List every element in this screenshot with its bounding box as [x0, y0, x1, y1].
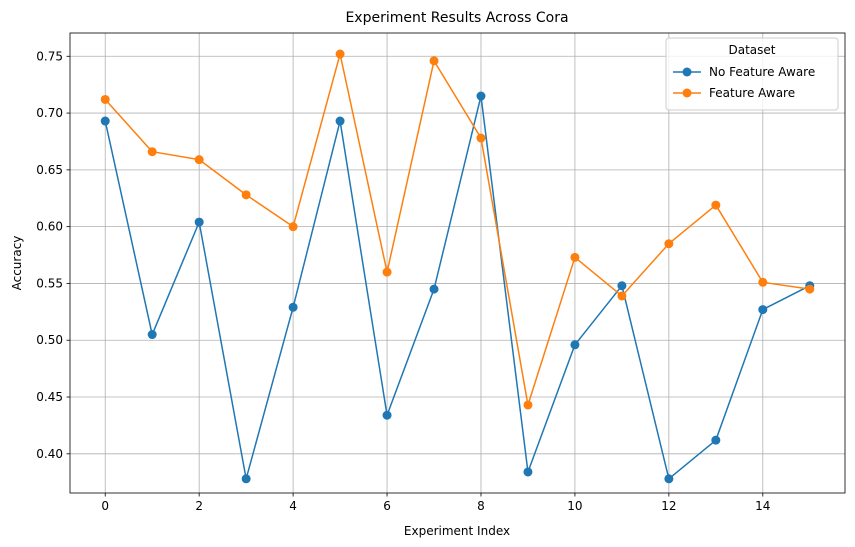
data-point-feature-aware [805, 284, 815, 294]
data-point-no-feature-aware [758, 305, 768, 315]
x-tick-label: 0 [101, 499, 109, 513]
data-point-feature-aware [335, 49, 345, 59]
y-tick-label: 0.55 [36, 276, 63, 290]
x-tick-label: 14 [755, 499, 770, 513]
x-tick-label: 8 [477, 499, 485, 513]
data-point-no-feature-aware [570, 340, 580, 350]
legend-marker-no-feature-aware [682, 67, 692, 77]
data-point-no-feature-aware [429, 284, 439, 294]
data-point-feature-aware [570, 252, 580, 262]
series-layer [100, 49, 815, 484]
chart-title: Experiment Results Across Cora [345, 10, 568, 26]
data-point-feature-aware [758, 277, 768, 287]
y-axis-label: Accuracy [10, 236, 24, 291]
data-point-no-feature-aware [617, 281, 627, 291]
series-feature-aware [100, 49, 815, 410]
data-point-no-feature-aware [711, 435, 721, 445]
x-tick-label: 6 [383, 499, 391, 513]
data-point-feature-aware [288, 222, 298, 232]
data-point-no-feature-aware [664, 474, 674, 484]
x-tick-label: 10 [567, 499, 582, 513]
legend-entry-no-feature-aware: No Feature Aware [673, 65, 815, 79]
data-point-feature-aware [147, 147, 157, 157]
x-tick-label: 4 [289, 499, 297, 513]
data-point-no-feature-aware [288, 302, 298, 312]
legend: Dataset No Feature Aware Feature Aware [665, 37, 839, 111]
y-tick-label: 0.75 [36, 49, 63, 63]
y-tick-label: 0.65 [36, 163, 63, 177]
series-line-no-feature-aware [104, 95, 811, 480]
x-tick-label: 2 [195, 499, 203, 513]
legend-title: Dataset [729, 43, 776, 57]
data-point-feature-aware [241, 190, 251, 200]
data-point-feature-aware [194, 155, 204, 165]
legend-box [665, 37, 839, 111]
series-no-feature-aware [100, 91, 815, 484]
y-axis-ticks: 0.40 0.45 0.50 0.55 0.60 0.65 0.70 0.75 [36, 49, 70, 461]
data-point-no-feature-aware [100, 116, 110, 126]
data-point-feature-aware [711, 200, 721, 210]
data-point-no-feature-aware [194, 217, 204, 227]
y-tick-label: 0.70 [36, 106, 63, 120]
data-point-feature-aware [523, 400, 533, 410]
x-axis-label: Experiment Index [404, 524, 510, 538]
data-point-feature-aware [429, 56, 439, 66]
data-point-feature-aware [476, 133, 486, 143]
y-tick-label: 0.60 [36, 220, 63, 234]
legend-entry-feature-aware: Feature Aware [673, 86, 795, 100]
series-line-feature-aware [104, 53, 810, 406]
data-point-feature-aware [617, 291, 627, 301]
data-point-feature-aware [664, 239, 674, 249]
data-point-feature-aware [100, 94, 110, 104]
y-tick-label: 0.50 [36, 333, 63, 347]
legend-marker-feature-aware [682, 88, 692, 98]
data-point-no-feature-aware [476, 91, 486, 101]
data-point-no-feature-aware [382, 410, 392, 420]
data-point-no-feature-aware [147, 330, 157, 340]
legend-label-feature-aware: Feature Aware [709, 86, 795, 100]
x-axis-ticks: 0 2 4 6 8 10 12 14 [101, 493, 770, 513]
y-tick-label: 0.40 [36, 447, 63, 461]
y-tick-label: 0.45 [36, 390, 63, 404]
plot-area-frame [69, 32, 846, 494]
data-point-no-feature-aware [241, 474, 251, 484]
grid-lines [70, 33, 845, 493]
legend-label-no-feature-aware: No Feature Aware [709, 65, 815, 79]
data-point-no-feature-aware [335, 116, 345, 126]
x-tick-label: 12 [661, 499, 676, 513]
data-point-no-feature-aware [523, 467, 533, 477]
data-point-feature-aware [382, 267, 392, 277]
